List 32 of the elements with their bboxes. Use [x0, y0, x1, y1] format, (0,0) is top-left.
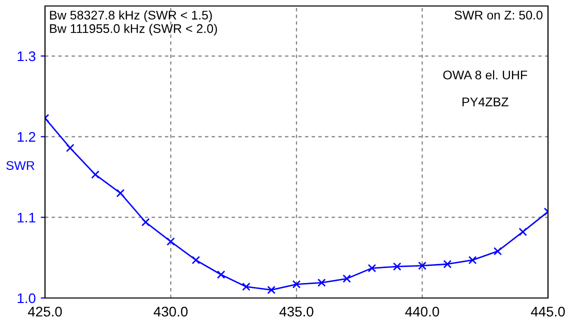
point [116, 188, 125, 198]
point [518, 228, 528, 236]
point [342, 274, 351, 283]
point [166, 237, 175, 246]
y-tick-label: 1.1 [18, 212, 36, 222]
text: OWA 8 el. UHF PY4ZBZ [443, 70, 528, 106]
x-tick-label: 425.0 [28, 306, 62, 317]
y-axis-title: SWR [6, 161, 34, 170]
x-tick-label: 440.0 [405, 306, 440, 317]
point [192, 256, 200, 264]
annotation: Bw 58327.8 kHz (SWR < 1.5) Bw 111955.0 kHz (SWR < 2.0) [50, 10, 217, 36]
point [267, 286, 276, 294]
point [368, 264, 376, 272]
point [216, 270, 226, 279]
y-tick-label: 1.2 [18, 132, 36, 142]
x-tick-label: 430.0 [154, 306, 188, 317]
point [141, 218, 150, 226]
point [317, 278, 326, 287]
point [443, 260, 452, 268]
x-tick-label: 445.0 [530, 306, 565, 317]
point [242, 282, 250, 291]
point [468, 256, 477, 264]
y-tick-label: 1.0 [18, 293, 36, 304]
annotation: SWR on Z: 50.0 [454, 10, 542, 20]
y-tick-label: 1.3 [18, 51, 36, 62]
point [418, 262, 426, 270]
point [91, 170, 100, 179]
x-tick-label: 435.0 [279, 306, 314, 317]
point [292, 280, 301, 288]
point [392, 262, 402, 271]
point [494, 247, 502, 256]
point [66, 144, 74, 152]
